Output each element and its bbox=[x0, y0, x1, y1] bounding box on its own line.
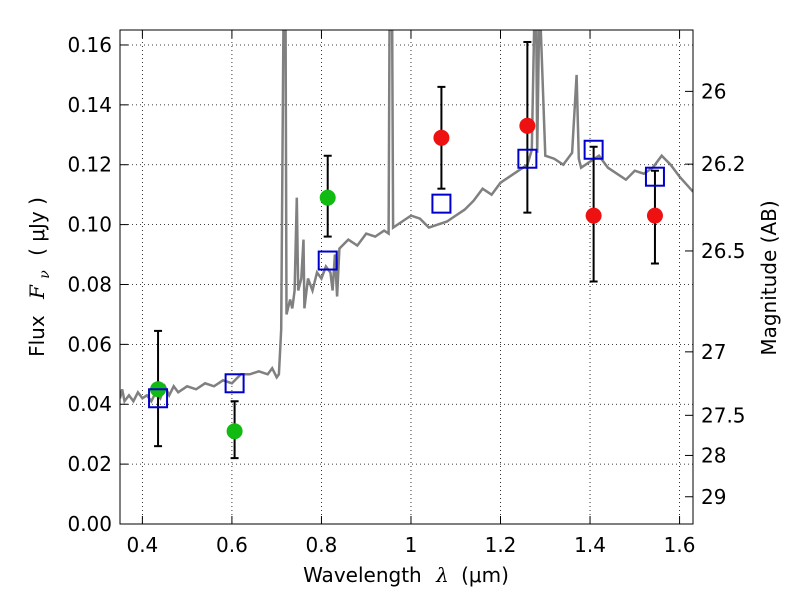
plot-area bbox=[120, 30, 693, 460]
y-tick-label: 0.12 bbox=[67, 153, 112, 177]
x-tick-label: 1.4 bbox=[574, 533, 606, 557]
green-data-point bbox=[319, 189, 336, 206]
y-tick-label: 0.16 bbox=[67, 33, 112, 57]
markers bbox=[148, 117, 665, 440]
model-square-marker bbox=[517, 148, 538, 169]
green-data-point bbox=[226, 423, 243, 440]
x-axis-label: Wavelength λ (μm) bbox=[303, 563, 509, 587]
y2-axis-label: Magnitude (AB) bbox=[757, 200, 781, 355]
y-axis-label-subscript: ν bbox=[37, 270, 53, 279]
model-square-marker bbox=[317, 250, 338, 271]
red-data-point bbox=[519, 117, 536, 134]
y2-tick-label: 28 bbox=[701, 443, 726, 467]
red-data-point bbox=[433, 129, 450, 146]
y2-tick-label: 26.5 bbox=[701, 239, 746, 263]
y-axis-label-symbol: F bbox=[25, 284, 49, 300]
y-axis-label-text: Flux bbox=[25, 315, 49, 357]
x-axis-label-unit: (μm) bbox=[461, 563, 509, 587]
y2-tick-label: 27.5 bbox=[701, 403, 746, 427]
y-tick-label: 0.02 bbox=[67, 452, 112, 476]
x-tick-label: 1.2 bbox=[485, 533, 517, 557]
y2-tick-label: 29 bbox=[701, 485, 726, 509]
model-square-marker bbox=[148, 388, 169, 409]
y-tick-label: 0.14 bbox=[67, 93, 112, 117]
x-tick-label: 0.8 bbox=[306, 533, 338, 557]
y2-tick-label: 26 bbox=[701, 79, 726, 103]
y-axis-label-unit: ( μJy ) bbox=[25, 197, 49, 256]
x-axis-label-text: Wavelength bbox=[303, 563, 422, 587]
y2-tick-label: 27 bbox=[701, 340, 726, 364]
y-tick-label: 0.06 bbox=[67, 332, 112, 356]
red-data-point bbox=[646, 207, 663, 224]
y-tick-label: 0.10 bbox=[67, 213, 112, 237]
model-square-marker bbox=[583, 139, 604, 160]
x-tick-label: 1.6 bbox=[664, 533, 696, 557]
x-axis-label-symbol: λ bbox=[435, 563, 449, 587]
model-square-marker bbox=[644, 166, 665, 187]
model-square-marker bbox=[431, 193, 452, 214]
red-data-point bbox=[585, 207, 602, 224]
model-square-marker bbox=[224, 373, 245, 394]
y-tick-label: 0.00 bbox=[67, 512, 112, 536]
y-tick-label: 0.04 bbox=[67, 392, 112, 416]
plot-frame bbox=[119, 29, 694, 525]
x-tick-label: 0.4 bbox=[126, 533, 158, 557]
x-tick-label: 0.6 bbox=[216, 533, 248, 557]
y2-tick-label: 26.2 bbox=[701, 152, 746, 176]
y-axis-label: Flux F ν ( μJy ) bbox=[25, 197, 54, 357]
y-tick-label: 0.08 bbox=[67, 272, 112, 296]
model-spectrum-line bbox=[120, 30, 693, 405]
tick-labels: 0.4 0.6 0.8 1 1.2 1.4 1.6 0.00 0.02 0.04 0.06 0.08 0… bbox=[67, 33, 745, 557]
x-tick-label: 1 bbox=[405, 533, 418, 557]
ticks bbox=[120, 30, 693, 525]
